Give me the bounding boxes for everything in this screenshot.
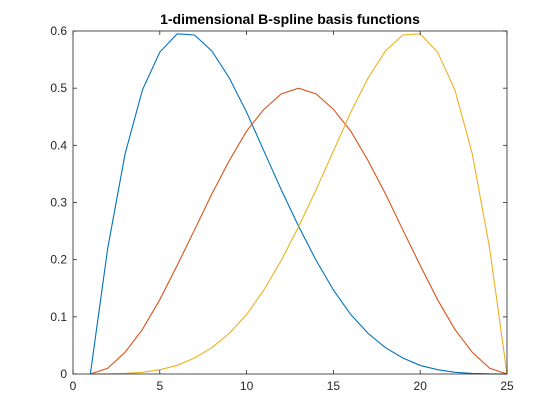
x-tick-label: 5 bbox=[156, 379, 163, 393]
y-tick-label: 0 bbox=[60, 367, 67, 381]
x-tick-label: 20 bbox=[414, 379, 428, 393]
y-tick-label: 0.3 bbox=[50, 196, 67, 210]
plot-area bbox=[73, 31, 507, 374]
y-tick-label: 0.1 bbox=[50, 310, 67, 324]
x-tick-label: 15 bbox=[327, 379, 341, 393]
chart-title: 1-dimensional B-spline basis functions bbox=[160, 11, 420, 27]
x-tick-label: 25 bbox=[500, 379, 514, 393]
y-tick-label: 0.2 bbox=[50, 253, 67, 267]
x-tick-label: 0 bbox=[70, 379, 77, 393]
x-tick-label: 10 bbox=[240, 379, 254, 393]
y-tick-label: 0.6 bbox=[50, 24, 67, 38]
y-tick-label: 0.5 bbox=[50, 81, 67, 95]
y-tick-label: 0.4 bbox=[50, 138, 67, 152]
